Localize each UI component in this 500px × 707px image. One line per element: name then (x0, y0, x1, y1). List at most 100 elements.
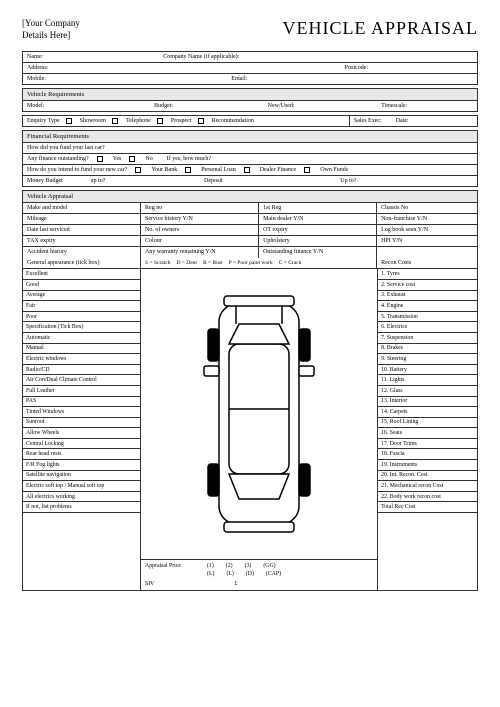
appraisal-cell: Upholstery (259, 236, 377, 246)
newused-label: New/Used: (264, 101, 378, 111)
recon-item: 3. Exhaust (378, 291, 477, 302)
money-budget-label: Money Budget (23, 176, 87, 186)
checkbox[interactable] (112, 118, 118, 124)
company-label: Company Name (if applicable): (159, 52, 477, 62)
spec-item: Tinted Windows (23, 407, 140, 418)
appraisal-cell: No. of owners (141, 225, 259, 235)
recon-item: 8. Brakes (378, 344, 477, 355)
checkbox[interactable] (66, 118, 72, 124)
your-bank-label: Your Bank (151, 167, 177, 173)
recon-item: 12. Glass (378, 386, 477, 397)
spec-item: Allow Wheels (23, 428, 140, 439)
legend-item: S = Scratch (145, 260, 170, 266)
checkbox[interactable] (129, 156, 135, 162)
personal-loan-label: Personal Loan (201, 167, 236, 173)
fin-q3: How do you intend to fund your new car? (27, 167, 127, 173)
checkbox[interactable] (135, 167, 141, 173)
showroom-label: Showroom (80, 118, 106, 124)
enquiry-type: Enquiry Type Showroom Telephone Prospect… (23, 116, 350, 126)
appraisal-cell: Reg no (141, 203, 259, 213)
appraisal-cell: Make and model (23, 203, 141, 213)
legend-item: C = Crack (279, 260, 302, 266)
yes-label: Yes (113, 156, 122, 162)
checkbox[interactable] (185, 167, 191, 173)
spec-item: Sunroof (23, 418, 140, 429)
fin-q1: How did you fund your last car? (23, 143, 477, 153)
appraisal-cell: OT expiry (259, 225, 377, 235)
checkbox[interactable] (244, 167, 250, 173)
appraisal-cell: 1st Reg (259, 203, 377, 213)
recon-column: 1. Tyres2. Service cost3. Exhaust4. Engi… (377, 269, 477, 590)
spec-item: Fair (23, 301, 140, 312)
company-line-1: [Your Company (22, 18, 80, 30)
pound-label: £ (234, 581, 237, 587)
deposit-label: Deposit (200, 176, 336, 186)
checkbox[interactable] (157, 118, 163, 124)
financial-section: Financial Requirements How did you fund … (22, 130, 478, 187)
spec-item: Full Leather (23, 386, 140, 397)
appraisal-cell: HPI Y/N (377, 236, 477, 246)
vehicle-req-section: Vehicle Requirements Model: Budget: New/… (22, 88, 478, 112)
damage-legend: S = ScratchD = DentR = RustP = Poor pain… (141, 258, 377, 268)
fin-q2-row: Any finance outstanding? Yes No If yes, … (23, 154, 477, 164)
enquiry-label: Enquiry Type (27, 118, 60, 124)
appraisal-cell: Colour (141, 236, 259, 246)
recon-item: 20. Int. Recon. Cost (378, 471, 477, 482)
spec-item: Satellite navigation (23, 471, 140, 482)
appraisal-section: Vehicle Appraisal Make and modelReg no1s… (22, 190, 478, 591)
fin-q3-row: How do you intend to fund your new car? … (23, 165, 477, 175)
appraisal-cell: Non-franchise Y/N (377, 214, 477, 224)
spec-item: Manual (23, 344, 140, 355)
checkbox[interactable] (97, 156, 103, 162)
spec-item: F/R Fog lights (23, 460, 140, 471)
prospect-label: Prospect (171, 118, 192, 124)
budget-label: Budget: (150, 101, 264, 111)
customer-section: Name: Company Name (if applicable): Addr… (22, 51, 478, 85)
vehicle-req-header: Vehicle Requirements (23, 89, 477, 101)
recon-item: 21. Mechanical recon Cost (378, 481, 477, 492)
up-to-label: up to? (87, 176, 201, 186)
checkbox[interactable] (304, 167, 310, 173)
dealer-finance-label: Dealer Finance (260, 167, 296, 173)
recon-item: 6. Electrics (378, 322, 477, 333)
appraisal-header: Vehicle Appraisal (23, 191, 477, 203)
sales-exec-cell: Sales Exec: Date: (350, 116, 477, 126)
address-label: Address: (23, 63, 341, 73)
appraisal-cell (377, 247, 477, 258)
recon-item: 5. Transmission (378, 312, 477, 323)
price-label: Appraisal Price (145, 563, 195, 569)
appraisal-cell: TAX expiry (23, 236, 141, 246)
email-label: Email: (227, 74, 477, 84)
spec-item: Air Con/Dual Climate Control (23, 375, 140, 386)
recon-item: 10. Battery (378, 365, 477, 376)
spec-item: Specification (Tick Box) (23, 322, 140, 333)
spec-item: If not, list problems (23, 502, 140, 513)
appraisal-cell: Accident history (23, 247, 141, 258)
fin-q2: Any finance outstanding? (27, 156, 89, 162)
appraisal-cell: Date last serviced (23, 225, 141, 235)
recon-item: 9. Steering (378, 354, 477, 365)
spec-item: Good (23, 280, 140, 291)
recon-item: Total Rec Cost (378, 502, 477, 513)
mobile-label: Mobile: (23, 74, 227, 84)
recon-item: 13. Interior (378, 397, 477, 408)
date-label: Date: (396, 118, 409, 124)
spec-item: Excellent (23, 269, 140, 280)
appraisal-cell: Any warranty remaining Y/N (141, 247, 259, 258)
spec-item: Radio/CD (23, 365, 140, 376)
model-label: Model: (23, 101, 150, 111)
telephone-label: Telephone (126, 118, 151, 124)
spec-item: Average (23, 291, 140, 302)
appraisal-cell: Outstanding finance Y/N (259, 247, 377, 258)
recon-item: 17. Door Trims (378, 439, 477, 450)
company-placeholder: [Your Company Details Here] (22, 18, 80, 41)
enquiry-section: Enquiry Type Showroom Telephone Prospect… (22, 115, 478, 127)
checkbox[interactable] (198, 118, 204, 124)
timescale-label: Timescale: (377, 101, 477, 111)
appraisal-cell: Chassis No (377, 203, 477, 213)
sales-exec-label: Sales Exec: (354, 118, 382, 124)
spec-item: Electric soft top / Manual soft top (23, 481, 140, 492)
appraisal-cell: Log book seen Y/N (377, 225, 477, 235)
spec-item: Automatic (23, 333, 140, 344)
spec-column: ExcellentGoodAverageFairPoorSpecificatio… (23, 269, 141, 590)
